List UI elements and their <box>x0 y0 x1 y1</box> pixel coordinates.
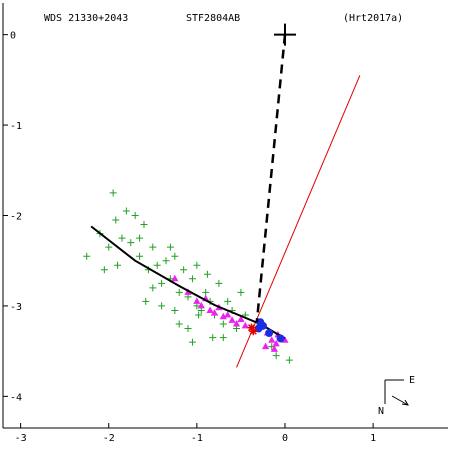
green-plus-point <box>224 297 232 305</box>
green-plus-point <box>171 252 179 260</box>
green-plus-point <box>195 311 203 319</box>
y-tick-label: -2 <box>10 212 22 223</box>
node-line <box>236 75 361 368</box>
green-plus-point <box>215 279 223 287</box>
green-plus-point <box>153 261 161 269</box>
y-tick-label: -3 <box>10 302 22 313</box>
magenta-triangle-point <box>268 336 276 343</box>
green-plus-point <box>136 252 144 260</box>
discoverer-label: STF2804AB <box>186 13 240 24</box>
green-plus-point <box>127 239 135 247</box>
green-plus-point <box>171 306 179 314</box>
y-tick-label: -1 <box>10 121 22 132</box>
green-plus-point <box>188 338 196 346</box>
blue-point <box>265 329 274 338</box>
x-tick-label: -2 <box>103 433 115 444</box>
red-observations <box>247 323 258 336</box>
primary-companion-dashed-line <box>255 34 287 323</box>
magenta-triangle-point <box>272 339 280 347</box>
compass: E N <box>378 375 415 417</box>
compass-east-label: E <box>409 375 415 386</box>
green-plus-point <box>100 266 108 274</box>
green-plus-point <box>158 302 166 310</box>
green-plus-point <box>140 221 148 229</box>
magenta-triangle-point <box>228 316 236 323</box>
green-plus-point <box>83 252 91 260</box>
magenta-triangle-point <box>193 297 201 304</box>
green-plus-point <box>237 288 245 296</box>
green-plus-point <box>112 216 120 224</box>
motion-arrow-icon <box>391 395 409 406</box>
green-plus-point <box>219 320 227 328</box>
magenta-triangle-point <box>206 306 214 313</box>
green-plus-point <box>162 257 170 265</box>
x-tick-label: 0 <box>282 433 288 444</box>
green-plus-point <box>272 352 280 360</box>
green-plus-point <box>184 325 192 333</box>
green-plus-point <box>188 275 196 283</box>
green-plus-point <box>114 261 122 269</box>
wds-id-label: WDS 21330+2043 <box>44 13 128 24</box>
primary-star-marker <box>273 23 296 46</box>
x-tick-label: 1 <box>370 433 376 444</box>
red-star-point <box>247 323 256 332</box>
primary-star-cross-icon <box>273 23 296 46</box>
green-plus-point <box>180 266 188 274</box>
green-plus-point <box>136 234 144 242</box>
green-plus-point <box>131 212 139 219</box>
blue-point <box>276 334 285 343</box>
green-plus-point <box>142 297 150 305</box>
green-plus-point <box>209 334 217 342</box>
blue-observations <box>254 318 285 343</box>
x-tick-label: -1 <box>191 433 203 444</box>
green-observations <box>83 189 293 364</box>
reference-label: (Hrt2017a) <box>343 13 403 24</box>
green-plus-point <box>193 261 201 269</box>
green-plus-point <box>158 279 166 287</box>
y-tick-label: -4 <box>10 392 22 403</box>
green-plus-point <box>219 334 227 342</box>
magenta-triangle-point <box>210 309 219 316</box>
green-plus-point <box>118 234 126 242</box>
magenta-triangle-point <box>232 320 241 327</box>
motion-arrowhead-icon <box>401 399 409 406</box>
node-line-layer <box>236 75 361 368</box>
green-plus-point <box>285 356 293 364</box>
green-plus-point <box>149 284 157 292</box>
green-plus-point <box>122 207 130 215</box>
green-plus-point <box>175 288 183 296</box>
magenta-triangle-point <box>224 310 232 318</box>
axis-ticks: -3 -2 -1 0 1 0 -1 -2 -3 -4 <box>3 31 376 444</box>
magenta-triangle-point <box>197 301 205 309</box>
magenta-triangle-point <box>237 315 245 322</box>
compass-north-label: N <box>378 406 384 417</box>
magenta-triangle-point <box>171 274 179 282</box>
green-plus-point <box>166 243 174 251</box>
magenta-triangle-point <box>241 321 249 329</box>
green-plus-point <box>203 270 211 278</box>
magenta-triangle-point <box>219 312 227 320</box>
x-tick-label: -3 <box>15 433 27 444</box>
green-plus-point <box>109 189 117 197</box>
green-plus-point <box>105 243 113 251</box>
red-star-point <box>249 327 258 336</box>
green-plus-point <box>175 320 183 328</box>
magenta-triangle-point <box>261 342 270 350</box>
dashed-line-layer <box>255 34 287 323</box>
green-plus-point <box>149 243 157 251</box>
y-tick-label: 0 <box>10 31 16 42</box>
magenta-triangle-point <box>270 345 279 352</box>
